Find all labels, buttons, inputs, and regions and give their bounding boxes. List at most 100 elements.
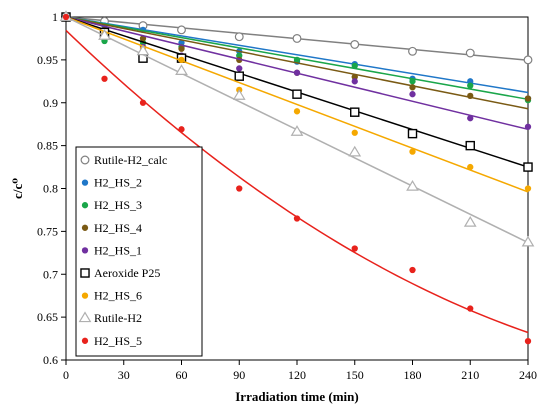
data-point (293, 69, 301, 76)
data-point (351, 245, 358, 252)
data-point (178, 45, 185, 52)
data-point (406, 180, 419, 191)
data-point (524, 95, 532, 102)
data-point (136, 44, 150, 56)
legend-label: H2_HS_2 (94, 176, 142, 190)
legend-entry: H2_HS_1 (81, 243, 142, 257)
legend-label: H2_HS_6 (94, 289, 142, 303)
legend-entry: H2_HS_3 (81, 198, 142, 212)
data-point (98, 29, 111, 40)
data-point (524, 123, 532, 130)
legend-entry: Rutile-H2 (78, 311, 142, 325)
data-point (101, 75, 108, 82)
y-tick-label: 0.85 (37, 139, 58, 153)
y-tick-label: 0.9 (43, 96, 58, 110)
data-point (293, 215, 301, 222)
data-point (236, 185, 243, 192)
x-tick-label: 0 (63, 368, 69, 382)
data-point (232, 89, 246, 100)
data-point (467, 92, 474, 100)
data-point (290, 125, 304, 136)
axes: 0 30 60 90 120 150 180 210 240 0.6 0.65 0.7 0.75 0.8 0… (37, 10, 537, 382)
data-point (293, 108, 301, 115)
series-h2-hs-5 (62, 13, 532, 345)
data-point (351, 78, 358, 85)
y-tick-label: 0.7 (43, 267, 58, 281)
x-tick-label: 120 (288, 368, 306, 382)
legend-marker-rutile-h2 (78, 311, 92, 323)
legend-box (75, 146, 203, 357)
y-tick-label: 0.6 (43, 353, 58, 367)
legend-marker-h2-hs-6 (81, 292, 89, 299)
x-tick-label: 30 (118, 368, 130, 382)
legend-marker-h2-hs-2 (81, 179, 89, 186)
data-point (463, 216, 477, 227)
legend-marker-h2-hs-4 (81, 224, 89, 231)
legend-label: H2_HS_3 (94, 198, 142, 212)
data-point (409, 148, 416, 155)
series-layer (59, 10, 535, 345)
y-tick-label: 0.95 (37, 53, 58, 67)
legend-label: Rutile-H2 (94, 311, 142, 325)
data-point (177, 25, 186, 35)
data-point (293, 56, 301, 64)
y-tick-label: 0.8 (43, 182, 58, 196)
data-point (234, 32, 244, 42)
data-point (351, 129, 358, 136)
data-point (467, 115, 474, 122)
data-point (292, 33, 302, 43)
legend-label: H2_HS_1 (94, 243, 142, 257)
legend-marker-h2-hs-5 (81, 337, 89, 344)
data-point (348, 145, 362, 157)
data-point (465, 140, 475, 151)
data-point (524, 185, 532, 192)
legend-entry: H2_HS_5 (81, 334, 142, 348)
data-point (465, 48, 475, 58)
legend-marker-h2-hs-1 (81, 247, 89, 254)
legend-marker-h2-hs-3 (81, 202, 89, 209)
legend-entry: Aeroxide P25 (80, 266, 160, 280)
data-point (523, 55, 533, 65)
data-point (467, 82, 474, 89)
data-point (350, 39, 360, 49)
data-point (292, 89, 302, 99)
series-rutile-h2-calc (61, 12, 533, 65)
data-point (467, 305, 474, 312)
data-point (62, 13, 70, 21)
legend-label: Aeroxide P25 (94, 266, 160, 280)
data-point (409, 91, 416, 98)
legend-entry: H2_HS_2 (81, 176, 142, 190)
data-point (178, 126, 185, 133)
legend-label: H2_HS_4 (94, 221, 142, 235)
data-point (139, 99, 147, 106)
data-point (351, 62, 358, 70)
legend: Rutile-H2_calc H2_HS_2 H2_HS_3 H2_HS_4 H2_HS… (75, 146, 203, 357)
x-axis-title: Irradiation time (min) (235, 389, 358, 404)
data-point (407, 128, 418, 139)
data-point (234, 71, 244, 81)
x-tick-label: 180 (404, 368, 422, 382)
x-tick-label: 90 (233, 368, 245, 382)
legend-entry: H2_HS_6 (81, 289, 142, 303)
legend-label: Rutile-H2_calc (94, 153, 167, 167)
data-point (409, 84, 416, 91)
y-tick-label: 1 (52, 10, 58, 24)
legend-marker-aeroxide-p25 (80, 268, 90, 278)
data-point (175, 64, 188, 75)
legend-label: H2_HS_5 (94, 334, 142, 348)
fit-line-h2-hs-4 (65, 16, 529, 110)
data-point (523, 162, 533, 172)
data-point (467, 163, 474, 171)
legend-entry: H2_HS_4 (81, 221, 142, 235)
data-point (408, 46, 417, 56)
x-tick-label: 60 (176, 368, 188, 382)
data-point (236, 65, 243, 72)
y-tick-label: 0.65 (37, 310, 58, 324)
legend-marker-rutile-h2-calc (80, 155, 90, 165)
data-point (350, 107, 360, 117)
y-axis-title: c/c⁰ (10, 178, 25, 199)
data-point (409, 78, 416, 85)
x-tick-label: 150 (346, 368, 364, 382)
y-tick-label: 0.75 (37, 224, 58, 238)
